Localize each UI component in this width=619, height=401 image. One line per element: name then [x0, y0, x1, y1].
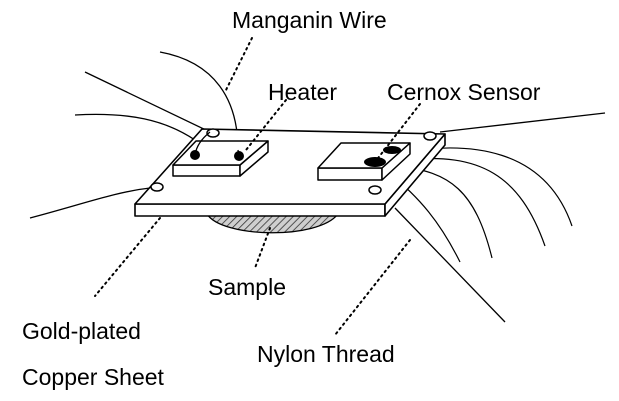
- nylon-thread-right-top: [439, 112, 606, 133]
- mounting-hole-front-right: [368, 185, 382, 195]
- manganin-wire-left-upper: [84, 71, 211, 133]
- label-cernox-sensor: Cernox Sensor: [387, 79, 541, 105]
- leader-nylon-thread: [334, 239, 411, 336]
- manganin-wire-left-bottom: [29, 187, 151, 219]
- manganin-wires: [29, 51, 239, 219]
- label-heater: Heater: [268, 79, 337, 105]
- manganin-wire-left-lower: [74, 113, 196, 141]
- leader-copper-sheet: [94, 217, 161, 297]
- leader-sample: [254, 227, 271, 269]
- leader-cernox-sensor: [374, 103, 421, 163]
- leader-heater: [245, 99, 287, 151]
- mounting-holes: [150, 128, 437, 195]
- label-gold-plated: Gold-plated: [22, 318, 141, 344]
- nylon-thread-right-bottom: [394, 207, 506, 323]
- label-sample: Sample: [208, 274, 286, 300]
- nylon-threads: [394, 112, 606, 323]
- label-copper-sheet: Copper Sheet: [22, 364, 165, 390]
- mounting-hole-back-right: [423, 131, 437, 141]
- heater-leads: [194, 131, 240, 157]
- copper-sheet-side-front: [134, 203, 386, 217]
- label-manganin-wire: Manganin Wire: [232, 7, 387, 33]
- mounting-hole-back-left: [206, 128, 220, 138]
- sample-disk: [205, 213, 340, 234]
- mounting-hole-front-left: [150, 182, 164, 192]
- label-nylon-thread: Nylon Thread: [257, 341, 395, 367]
- leader-lines: [94, 37, 421, 336]
- leader-manganin-wire: [224, 37, 253, 93]
